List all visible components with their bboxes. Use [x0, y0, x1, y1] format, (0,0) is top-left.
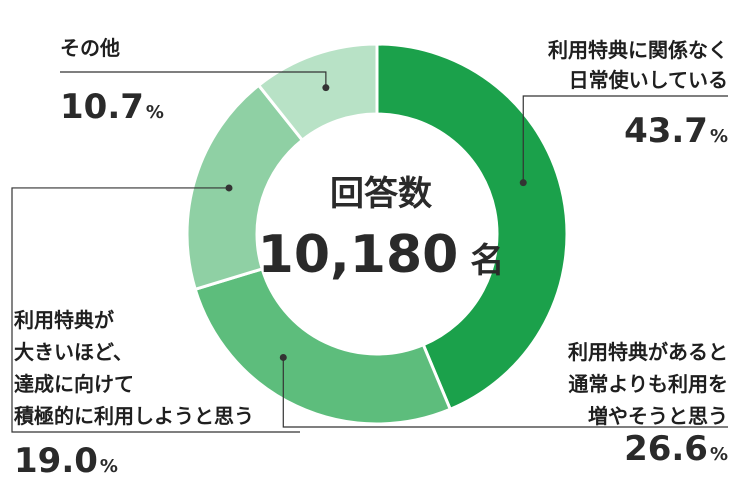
slice-value-2: 19.0% — [14, 441, 118, 481]
leader-line-3 — [60, 71, 327, 88]
leader-line-1 — [282, 357, 728, 428]
slice-value-1: 26.6% — [624, 429, 728, 469]
slice-value-unit-1: % — [710, 444, 728, 465]
slice-label-1-line-1: 通常よりも利用を — [568, 372, 728, 396]
slice-label-2-line-3: 積極的に利用しようと思う — [14, 404, 254, 428]
slice-value-number-2: 19.0 — [14, 441, 98, 481]
leaders-layer — [11, 71, 728, 433]
slices-layer — [185, 42, 569, 426]
slice-label-0-line-0: 利用特典に関係なく — [548, 38, 728, 62]
slice-label-3-line-0: その他 — [60, 36, 120, 60]
donut-slice-0 — [375, 42, 569, 412]
slice-label-1-line-2: 増やそうと思う — [588, 404, 728, 428]
center-title: 回答数 — [330, 174, 432, 214]
slice-value-number-3: 10.7 — [60, 87, 144, 127]
slice-label-2-line-0: 利用特典が — [14, 308, 114, 332]
center-label: 回答数 10,180 名 — [258, 174, 505, 285]
slice-value-unit-2: % — [100, 456, 118, 477]
leader-dot-1 — [279, 353, 287, 361]
slice-label-1-line-0: 利用特典があると — [568, 340, 728, 364]
center-total-value: 10,180 — [258, 225, 459, 285]
leader-line-0 — [522, 95, 728, 183]
slice-value-0: 43.7% — [624, 111, 728, 151]
slice-value-3: 10.7% — [60, 87, 164, 127]
donut-slice-3 — [256, 42, 379, 143]
leader-line-2 — [11, 187, 300, 433]
slice-value-unit-3: % — [146, 102, 164, 123]
slice-value-number-0: 43.7 — [624, 111, 708, 151]
slice-label-2-line-2: 達成に向けて — [14, 372, 134, 396]
leader-dot-0 — [519, 179, 527, 187]
slice-value-unit-0: % — [710, 126, 728, 147]
leader-dot-3 — [322, 84, 330, 92]
center-total: 10,180 名 — [258, 225, 505, 285]
slice-value-number-1: 26.6 — [624, 429, 708, 469]
donut-slice-1 — [193, 267, 453, 426]
slice-label-0-line-1: 日常使いしている — [569, 68, 728, 92]
slice-label-2-line-1: 大きいほど、 — [14, 340, 133, 364]
leader-dot-2 — [225, 184, 233, 192]
center-total-unit: 名 — [470, 241, 504, 281]
